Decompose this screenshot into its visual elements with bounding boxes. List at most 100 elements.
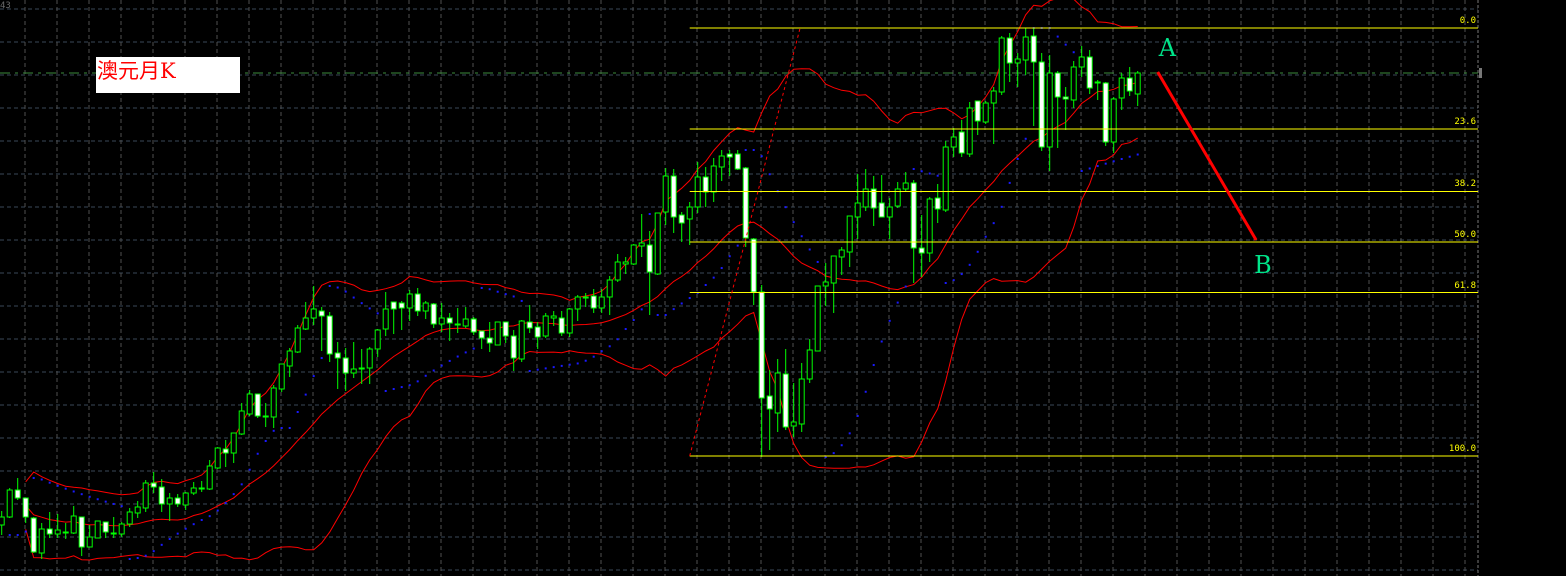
- candle-bullish: [966, 107, 973, 155]
- candle-bullish: [454, 323, 461, 326]
- candle-bullish: [694, 176, 701, 208]
- candle-bullish: [798, 378, 805, 425]
- sar-dot: [872, 364, 875, 367]
- sar-dot: [472, 347, 475, 350]
- sar-dot: [256, 452, 259, 455]
- sar-dot: [40, 478, 43, 481]
- candle-bullish: [206, 465, 213, 490]
- candle-bearish: [870, 188, 877, 209]
- candle-bearish: [918, 247, 925, 254]
- candle-bearish: [326, 315, 333, 355]
- candle-bearish: [414, 293, 421, 312]
- sar-dot: [704, 284, 707, 287]
- candle-bearish: [1038, 61, 1045, 148]
- sar-dot: [888, 319, 891, 322]
- sar-dot: [936, 174, 939, 177]
- sar-dot: [656, 314, 659, 316]
- sar-dot: [376, 312, 379, 315]
- sar-dot: [320, 357, 323, 360]
- sar-dot: [336, 286, 339, 289]
- candle-bullish: [230, 432, 237, 454]
- sar-dot: [992, 222, 995, 225]
- candle-bearish: [502, 321, 509, 337]
- sar-dot: [632, 319, 635, 322]
- candle-bearish: [1030, 35, 1037, 63]
- sar-dot: [288, 427, 291, 429]
- candle-bearish: [1006, 37, 1013, 64]
- sar-dot: [328, 285, 331, 287]
- sar-dot: [176, 532, 179, 535]
- sar-dot: [664, 314, 667, 316]
- sar-dot: [560, 364, 563, 367]
- candle-bullish: [374, 329, 381, 350]
- candle-bearish: [590, 295, 597, 309]
- candle-bullish: [94, 520, 101, 539]
- sar-dot: [896, 301, 899, 304]
- sar-dot: [640, 308, 643, 311]
- fib-level-label: 38.2: [1454, 179, 1476, 190]
- sar-dot: [152, 550, 155, 553]
- sar-dot: [784, 206, 787, 209]
- candle-bearish: [334, 352, 341, 359]
- candle-bearish: [646, 244, 653, 273]
- candle-bullish: [126, 511, 133, 525]
- candle-bullish: [182, 492, 189, 506]
- sar-dot: [160, 543, 163, 546]
- sar-dot: [832, 452, 835, 455]
- candle-bullish: [886, 206, 893, 218]
- candle-bearish: [174, 497, 181, 505]
- candle-bullish: [1110, 98, 1117, 143]
- sar-dot: [8, 534, 11, 536]
- sar-dot: [264, 440, 267, 443]
- sar-dot: [72, 490, 75, 493]
- candle-bullish: [38, 528, 45, 554]
- sar-dot: [448, 359, 451, 362]
- sar-dot: [432, 369, 435, 372]
- sar-dot: [200, 518, 203, 521]
- sar-dot: [1096, 165, 1099, 168]
- sar-dot: [416, 380, 419, 383]
- candle-bullish: [6, 489, 13, 518]
- candle-bullish: [86, 536, 93, 548]
- sar-dot: [880, 340, 883, 343]
- sar-dot: [296, 411, 299, 413]
- sar-dot: [488, 288, 491, 291]
- fib-level-label: 100.0: [1448, 444, 1476, 454]
- sar-dot: [400, 386, 403, 389]
- candle-bullish: [542, 315, 549, 337]
- candle-bullish: [406, 293, 413, 309]
- candle-bullish: [982, 102, 989, 123]
- candle-bearish: [1062, 96, 1069, 100]
- candle-bullish: [942, 146, 949, 211]
- candle-bullish: [622, 261, 629, 265]
- sar-dot: [168, 537, 171, 540]
- candle-bullish: [438, 317, 445, 325]
- candle-bullish: [62, 531, 69, 534]
- sar-dot: [128, 558, 131, 560]
- candle-bullish: [246, 393, 253, 415]
- sar-dot: [528, 370, 531, 372]
- candle-bearish: [742, 167, 749, 239]
- sar-dot: [768, 173, 771, 176]
- sar-dot: [24, 530, 27, 533]
- sar-dot: [544, 367, 547, 370]
- candle-bearish: [510, 335, 517, 359]
- candle-bullish: [686, 206, 693, 220]
- chart-title-box: 澳元月K: [96, 57, 240, 93]
- sar-dot: [1120, 157, 1123, 160]
- sar-dot: [344, 290, 347, 293]
- candle-bullish: [654, 212, 661, 275]
- candle-bullish: [262, 415, 269, 418]
- candle-bearish: [342, 357, 349, 374]
- candle-bullish: [110, 532, 117, 535]
- sar-dot: [1128, 155, 1131, 158]
- candle-bullish: [630, 244, 637, 265]
- sar-dot: [752, 149, 755, 151]
- candle-bearish: [150, 482, 157, 488]
- candle-bullish: [70, 515, 77, 534]
- sar-dot: [1024, 137, 1027, 140]
- sar-dot: [912, 168, 915, 170]
- candle-bullish: [710, 165, 717, 193]
- candle-bullish: [998, 37, 1005, 93]
